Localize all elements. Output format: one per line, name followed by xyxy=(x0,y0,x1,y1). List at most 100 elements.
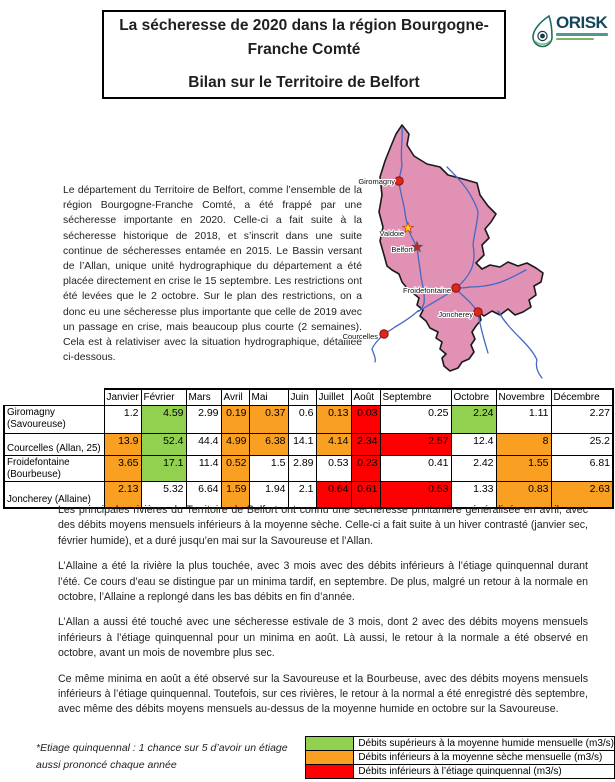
month-header: Mars xyxy=(185,388,222,406)
value-cell: 44.4 xyxy=(185,433,222,456)
value-cell: 2.27 xyxy=(550,405,614,434)
month-header: Mai xyxy=(248,388,289,406)
body-paragraph: L’Allaine a été la rivière la plus touch… xyxy=(58,560,588,604)
value-cell: 2.42 xyxy=(450,455,497,482)
value-cell: 1.11 xyxy=(495,405,552,434)
legend-swatch-dry xyxy=(304,750,355,765)
value-cell: 2.89 xyxy=(287,455,317,482)
dot-joncherey xyxy=(473,307,483,317)
orisk-logo: ORISK xyxy=(530,14,608,48)
value-cell: 6.81 xyxy=(550,455,614,482)
value-cell: 0.37 xyxy=(248,405,289,434)
value-cell: 6.38 xyxy=(248,433,289,456)
analysis-text: Les principales rivières du Territoire d… xyxy=(58,503,588,728)
value-cell: 2.1 xyxy=(287,481,317,509)
month-header: Janvier xyxy=(103,388,142,406)
flow-table: Janvier Février Mars Avril Mai Juin Juillet Aoû… xyxy=(3,388,614,509)
month-header: Octobre xyxy=(450,388,497,406)
month-header: Avril xyxy=(220,388,250,406)
value-cell: 0.25 xyxy=(379,405,452,434)
logo-tagline-placeholder xyxy=(556,33,608,42)
water-drop-eye-icon xyxy=(532,14,553,48)
table-corner-cell xyxy=(4,389,105,406)
value-cell: 2.34 xyxy=(350,433,381,456)
table-row: Giromagny (Savoureuse) 1.2 4.59 2.99 0.19 0.37… xyxy=(3,405,614,434)
table-row: Froidefontaine (Bourbeuse) 3.65 17.1 11.4 0.5… xyxy=(3,455,614,482)
month-header: Septembre xyxy=(379,388,452,406)
month-header: Juillet xyxy=(315,388,352,406)
logo-wordmark: ORISK xyxy=(556,13,608,32)
value-cell: 4.99 xyxy=(220,433,250,456)
value-cell: 17.1 xyxy=(140,455,187,482)
legend-label-critical: Débits inférieurs à l’étiage quinquennal… xyxy=(353,764,615,779)
value-cell: 0.19 xyxy=(220,405,250,434)
legend-label-wet: Débits supérieurs à la moyenne humide me… xyxy=(353,736,615,751)
river-bourbeuse xyxy=(417,269,527,312)
value-cell: 0.6 xyxy=(287,405,317,434)
star-belfort-icon xyxy=(410,240,424,253)
value-cell: 1.2 xyxy=(103,405,142,434)
value-cell: 1.59 xyxy=(220,481,250,509)
legend-row: Débits supérieurs à la moyenne humide me… xyxy=(304,736,615,751)
value-cell: 3.65 xyxy=(103,455,142,482)
station-cell: Courcelles (Allan, 25) xyxy=(3,433,105,456)
legend-label-dry: Débits inférieurs à la moyenne sèche men… xyxy=(353,750,615,765)
value-cell: 4.59 xyxy=(140,405,187,434)
value-cell: 2.99 xyxy=(185,405,222,434)
value-cell: 8 xyxy=(495,433,552,456)
value-cell: 1.55 xyxy=(495,455,552,482)
legend-swatch-critical xyxy=(304,764,355,779)
station-cell: Giromagny (Savoureuse) xyxy=(3,405,105,434)
value-cell: 0.03 xyxy=(350,405,381,434)
dot-courcelles xyxy=(379,329,389,339)
body-paragraph: L’Allan a aussi été touché avec une séch… xyxy=(58,616,588,660)
value-cell: 14.1 xyxy=(287,433,317,456)
body-paragraph: Ce même minima en août a été observé sur… xyxy=(58,672,588,716)
logo-tagline-line xyxy=(556,33,608,36)
month-header: Décembre xyxy=(550,388,614,406)
value-cell: 0.64 xyxy=(315,481,352,509)
station-cell: Joncherey (Allaine) xyxy=(3,481,105,509)
value-cell: 0.52 xyxy=(220,455,250,482)
value-cell: 0.53 xyxy=(379,481,452,509)
legend-swatch-wet xyxy=(304,736,355,751)
value-cell: 2.63 xyxy=(550,481,614,509)
value-cell: 2.57 xyxy=(379,433,452,456)
value-cell: 12.4 xyxy=(450,433,497,456)
star-valdoie-icon xyxy=(401,221,415,234)
body-paragraph: Les principales rivières du Territoire d… xyxy=(58,504,588,547)
value-cell: 0.41 xyxy=(379,455,452,482)
value-cell: 0.61 xyxy=(350,481,381,509)
value-cell: 25.2 xyxy=(550,433,614,456)
etiage-footnote: *Etiage quinquennal : 1 chance sur 5 d’a… xyxy=(36,742,288,771)
river-allan-downstream xyxy=(371,310,419,363)
intro-paragraph: Le département du Territoire de Belfort,… xyxy=(63,185,362,364)
river-southeast xyxy=(497,310,543,379)
value-cell: 52.4 xyxy=(140,433,187,456)
value-cell: 6.64 xyxy=(185,481,222,509)
map-region-territoire-de-belfort xyxy=(378,124,544,372)
map-label-belfort: Belfort xyxy=(391,245,414,254)
map-label-joncherey: Joncherey xyxy=(438,310,473,319)
map-label-froidefontaine: Froidefontaine xyxy=(403,286,451,295)
value-cell: 0.53 xyxy=(315,455,352,482)
value-cell: 13.9 xyxy=(103,433,142,456)
legend-row: Débits inférieurs à la moyenne sèche men… xyxy=(304,750,615,765)
map-label-courcelles: Courcelles xyxy=(343,332,379,341)
table-row: Courcelles (Allan, 25) 13.9 52.4 44.4 4.99 6.… xyxy=(3,433,614,456)
value-cell: 4.14 xyxy=(315,433,352,456)
page-title: La sécheresse de 2020 dans la région Bou… xyxy=(119,16,489,58)
value-cell: 0.13 xyxy=(315,405,352,434)
station-dots xyxy=(379,176,483,339)
title-box: La sécheresse de 2020 dans la région Bou… xyxy=(102,10,506,99)
river-east xyxy=(446,166,479,289)
dot-froidefontaine xyxy=(451,283,461,293)
value-cell: 0.23 xyxy=(350,455,381,482)
table-header-row: Janvier Février Mars Avril Mai Juin Juillet Aoû… xyxy=(4,388,614,406)
table-row: Joncherey (Allaine) 2.13 5.32 6.64 1.59 1.94 2… xyxy=(3,481,614,509)
month-header: Juin xyxy=(287,388,317,406)
map-label-valdoie: Valdoie xyxy=(380,229,404,238)
value-cell: 2.24 xyxy=(450,405,497,434)
page-subtitle: Bilan sur le Territoire de Belfort xyxy=(188,74,420,92)
logo-tagline-line xyxy=(556,37,594,40)
